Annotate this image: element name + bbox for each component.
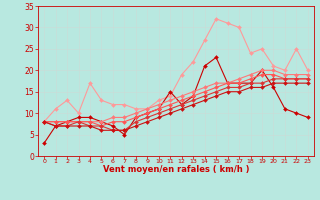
X-axis label: Vent moyen/en rafales ( km/h ): Vent moyen/en rafales ( km/h ) — [103, 165, 249, 174]
